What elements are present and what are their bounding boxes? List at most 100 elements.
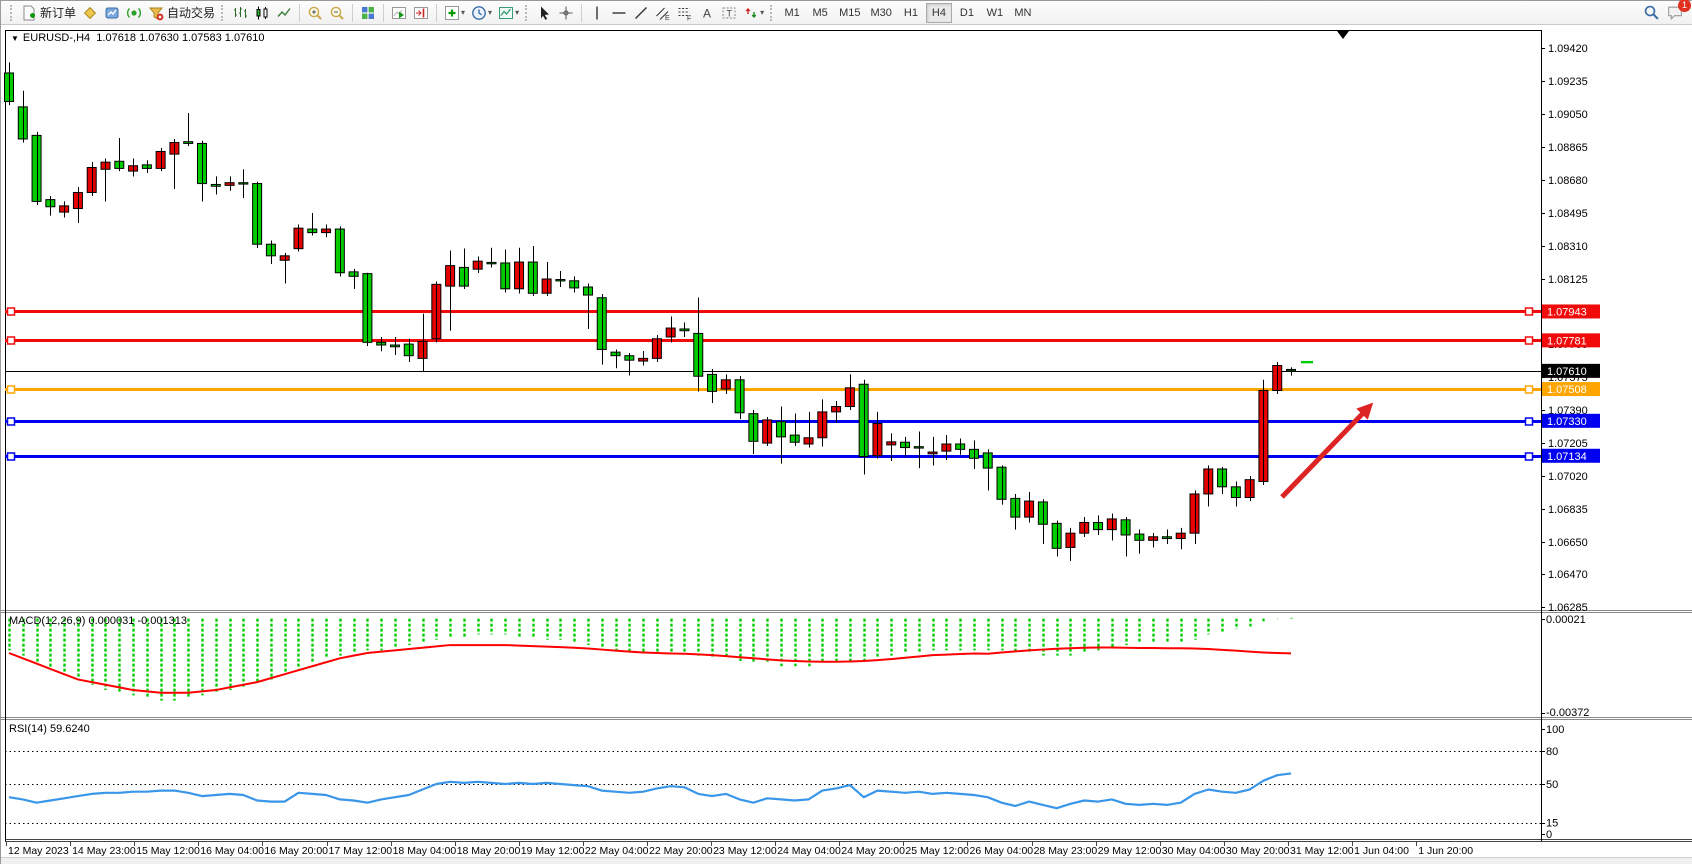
toolbar-grip[interactable] [221, 4, 226, 21]
new-order-button[interactable]: 新订单 [18, 2, 79, 24]
search-icon [1643, 4, 1660, 21]
fibonacci-button[interactable]: F [674, 2, 696, 24]
macd-indicator-label: MACD(12,26,9) 0.000031 -0.001313 [9, 615, 187, 627]
rsi-indicator-label: RSI(14) 59.6240 [9, 723, 90, 735]
arrow-annotation[interactable] [1280, 409, 1367, 499]
text-label-button[interactable]: T [718, 2, 740, 24]
auto-trading-label: 自动交易 [167, 6, 216, 20]
time-axis-label: 18 May 20:00 [457, 845, 521, 857]
chart-shift-marker[interactable] [1337, 31, 1349, 39]
rsi-axis-label: 100 [1546, 724, 1564, 736]
auto-scroll-button[interactable] [388, 2, 410, 24]
arrows-dropdown-icon: ▾ [760, 8, 765, 17]
timeframe-w1-button[interactable]: W1 [986, 6, 1004, 19]
price-chart[interactable]: 1.09420 1.09235 1.09050 1.08865 1.08680 1.084… [1, 25, 1692, 857]
line-handle[interactable] [1524, 336, 1534, 345]
toolbar-grip[interactable] [525, 4, 530, 21]
timeframe-m5-button[interactable]: M5 [812, 6, 828, 19]
new-order-label: 新订单 [40, 6, 77, 20]
svg-text:1.07610: 1.07610 [1547, 366, 1587, 378]
svg-text:E: E [665, 15, 670, 21]
bid-price-badge [1542, 363, 1600, 378]
rsi-line [8, 772, 1292, 810]
price-tick-label: 1.08125 [1548, 274, 1588, 286]
line-handle[interactable] [1524, 417, 1534, 426]
chat-button[interactable]: 1 [1663, 0, 1691, 24]
price-tick-label: 1.08310 [1548, 241, 1588, 253]
cursor-button[interactable] [533, 2, 555, 24]
svg-text:1.07943: 1.07943 [1547, 306, 1587, 318]
auto-trading-button[interactable]: 自动交易 [145, 2, 218, 24]
arrows-button[interactable]: ▾ [740, 2, 767, 24]
text-icon: A [699, 5, 715, 21]
time-axis-label: 30 May 04:00 [1162, 845, 1226, 857]
signals-button[interactable] [123, 2, 145, 24]
cursor-icon [536, 5, 552, 21]
chart-shift-icon [413, 5, 429, 21]
price-badge [1542, 448, 1600, 463]
time-axis-label: 28 May 23:00 [1034, 845, 1098, 857]
timeframe-m30-button[interactable]: M30 [870, 6, 892, 19]
svg-text:T: T [727, 8, 733, 18]
fibonacci-icon: F [677, 5, 693, 21]
timeframe-d1-button[interactable]: D1 [959, 6, 974, 19]
price-tick-label: 1.06835 [1548, 504, 1588, 516]
line-handle[interactable] [1524, 385, 1534, 394]
line-handle[interactable] [6, 307, 16, 316]
timeframe-mn-button[interactable]: MN [1014, 6, 1032, 19]
horizontal-line-icon [611, 5, 627, 21]
crosshair-button[interactable] [555, 2, 577, 24]
chart-window[interactable]: 1.09420 1.09235 1.09050 1.08865 1.08680 1.084… [1, 25, 1692, 857]
candlestick-chart-button[interactable] [251, 2, 273, 24]
tile-windows-button[interactable] [357, 2, 379, 24]
horizontal-line-button[interactable] [608, 2, 630, 24]
tile-windows-icon [360, 5, 376, 21]
arrow-annotation-head[interactable] [1356, 402, 1374, 420]
line-handle[interactable] [6, 385, 16, 394]
trendline-button[interactable] [630, 2, 652, 24]
zoom-out-icon [329, 5, 345, 21]
indicators-dropdown-icon: ▾ [461, 8, 466, 17]
price-badge [1542, 333, 1600, 348]
search-button[interactable] [1640, 2, 1663, 24]
vertical-line-button[interactable] [586, 2, 608, 24]
price-tick-label: 1.09235 [1548, 76, 1588, 88]
last-close-marker [1301, 360, 1313, 364]
timeframe-m15-button[interactable]: M15 [839, 6, 861, 19]
line-handle[interactable] [6, 452, 16, 461]
timeframe-h4-button[interactable]: H4 [925, 2, 952, 23]
chart-menu-icon[interactable]: ▼ [11, 34, 19, 43]
line-handle[interactable] [6, 417, 16, 426]
price-tick-label: 1.09420 [1548, 43, 1588, 55]
line-chart-icon [276, 5, 292, 21]
chart-shift-button[interactable] [410, 2, 432, 24]
vertical-line-icon [589, 5, 605, 21]
rsi-axis-label: 50 [1546, 779, 1558, 791]
bar-chart-button[interactable] [229, 2, 251, 24]
zoom-out-button[interactable] [326, 2, 348, 24]
line-handle[interactable] [6, 336, 16, 345]
toolbar-grip[interactable] [770, 4, 775, 21]
price-tick-label: 1.07205 [1548, 438, 1588, 450]
metaeditor-button[interactable] [79, 2, 101, 24]
rsi-axis-label: 0 [1546, 829, 1552, 841]
text-button[interactable]: A [696, 2, 718, 24]
line-chart-button[interactable] [273, 2, 295, 24]
zoom-in-button[interactable] [304, 2, 326, 24]
timeframe-m1-button[interactable]: M1 [784, 6, 800, 19]
equidistant-channel-button[interactable]: E [652, 2, 674, 24]
templates-button[interactable]: ▾ [495, 2, 522, 24]
periods-button[interactable]: ▾ [468, 2, 495, 24]
toolbar: 新订单 自动交易 ▾ ▾ ▾ E F A T [1, 0, 1692, 25]
line-handle[interactable] [1524, 452, 1534, 461]
indicators-button[interactable]: ▾ [441, 2, 468, 24]
price-badge [1542, 304, 1600, 319]
crosshair-icon [558, 5, 574, 21]
time-axis-label: 22 May 04:00 [585, 845, 649, 857]
toolbar-grip[interactable] [10, 4, 15, 21]
timeframe-h1-button[interactable]: H1 [903, 6, 918, 19]
strategy-tester-button[interactable] [101, 2, 123, 24]
rsi-axis-label: 15 [1546, 818, 1558, 830]
time-axis-label: 17 May 12:00 [329, 845, 393, 857]
line-handle[interactable] [1524, 307, 1534, 316]
